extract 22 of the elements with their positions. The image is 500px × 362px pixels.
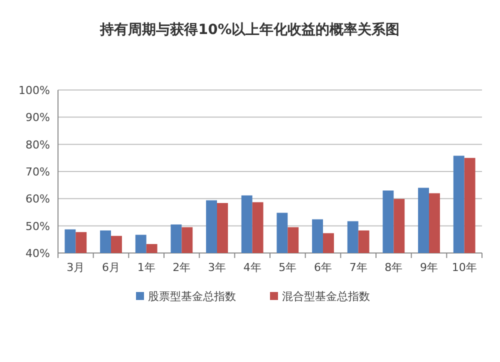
x-tick-label: 10年: [452, 261, 477, 274]
y-tick-label: 80%: [26, 138, 50, 152]
legend-label: 混合型基金总指数: [282, 290, 370, 303]
y-tick-label: 90%: [26, 111, 50, 124]
legend-label: 股票型基金总指数: [148, 290, 236, 303]
y-tick-label: 70%: [26, 166, 50, 178]
x-tick-label: 3年: [208, 261, 226, 274]
x-tick-label: 6月: [102, 261, 120, 274]
x-tick-label: 1年: [137, 261, 156, 274]
x-tick-label: 2年: [172, 261, 191, 274]
y-tick-label: 60%: [26, 192, 50, 206]
x-tick-label: 9年: [420, 261, 438, 274]
y-tick-label: 100%: [18, 84, 50, 97]
x-tick-label: 8年: [384, 261, 403, 274]
y-tick-label: 50%: [26, 220, 50, 233]
y-tick-label: 40%: [26, 247, 50, 260]
x-tick-label: 7年: [349, 261, 368, 274]
x-tick-label: 4年: [243, 261, 262, 274]
x-tick-label: 6年: [314, 261, 332, 274]
chart-title: 持有周期与获得10%以上年化收益的概率关系图: [99, 21, 400, 38]
x-tick-label: 3月: [66, 261, 85, 274]
x-tick-label: 5年: [278, 261, 297, 274]
